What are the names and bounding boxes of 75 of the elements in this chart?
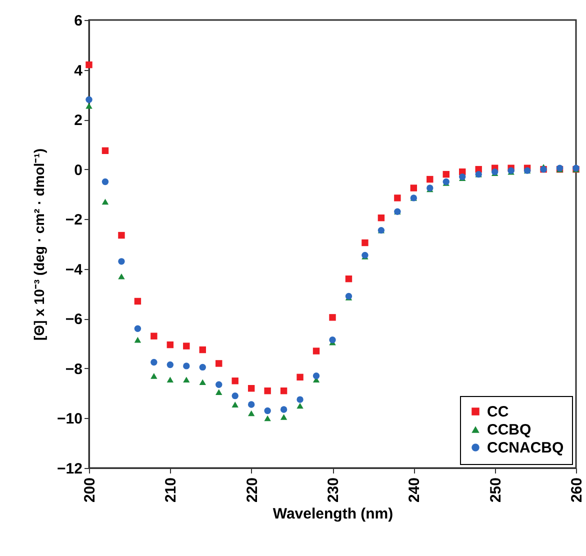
point <box>362 239 368 246</box>
point <box>166 341 174 348</box>
point <box>248 401 255 408</box>
point <box>442 170 450 178</box>
point <box>280 387 288 394</box>
point <box>264 407 271 414</box>
point <box>102 198 109 205</box>
point <box>134 298 142 305</box>
point <box>296 374 304 381</box>
point <box>296 396 304 403</box>
point <box>216 360 222 367</box>
y-tick-label: −6 <box>65 311 82 328</box>
y-tick-label: 6 <box>74 12 82 30</box>
point <box>134 325 142 332</box>
legend-label: CC <box>487 404 509 420</box>
point <box>232 402 238 408</box>
y-tick-label: 4 <box>74 62 84 80</box>
x-axis-title: Wavelength (nm) <box>272 506 394 523</box>
y-axis-title: [Θ] x 10⁻³ (deg · cm² · dmol⁻¹) <box>31 148 48 340</box>
point <box>426 176 434 183</box>
point <box>280 414 288 420</box>
point <box>183 376 190 383</box>
point <box>312 348 320 354</box>
point <box>86 61 92 68</box>
point <box>86 96 92 103</box>
point <box>150 358 158 366</box>
point <box>199 346 206 354</box>
point <box>102 178 109 186</box>
point <box>312 372 320 380</box>
point <box>118 258 125 265</box>
point <box>329 314 336 321</box>
legend-label: CCNACBQ <box>487 440 564 456</box>
y-tick-label: −4 <box>65 261 84 278</box>
point <box>183 342 190 350</box>
x-tick-label: 200 <box>82 478 98 503</box>
point <box>296 402 304 409</box>
point <box>232 392 238 400</box>
point <box>118 232 125 239</box>
point <box>102 147 109 154</box>
point <box>410 184 418 192</box>
y-tick-label: 2 <box>74 112 82 130</box>
x-tick-label: 220 <box>244 478 261 503</box>
point <box>118 273 125 280</box>
point <box>199 364 206 371</box>
y-tick-label: 0 <box>74 162 82 179</box>
x-tick-label: 210 <box>162 478 180 503</box>
y-tick-label: −2 <box>65 212 82 229</box>
point <box>264 387 271 394</box>
point <box>216 389 222 395</box>
point <box>150 373 158 379</box>
point <box>378 214 385 222</box>
point <box>264 415 271 422</box>
y-tick-label: −10 <box>57 410 82 428</box>
point <box>134 336 142 343</box>
x-tick-label: 240 <box>406 478 424 503</box>
y-tick-label: −8 <box>65 360 82 378</box>
point <box>248 385 255 392</box>
point <box>232 378 238 384</box>
point <box>183 362 190 370</box>
point <box>329 336 336 344</box>
point <box>280 406 288 413</box>
point <box>394 194 401 202</box>
point <box>199 379 206 386</box>
legend-label: CCBQ <box>487 422 532 438</box>
point <box>248 410 255 416</box>
point <box>345 275 352 282</box>
point <box>86 102 92 109</box>
x-tick-label: 250 <box>487 478 504 503</box>
x-tick-label: 260 <box>568 478 586 503</box>
point <box>216 381 222 388</box>
point <box>150 332 158 340</box>
x-tick-label: 230 <box>325 478 342 503</box>
point <box>166 376 174 383</box>
y-tick-label: −12 <box>57 460 82 478</box>
point <box>166 361 174 368</box>
